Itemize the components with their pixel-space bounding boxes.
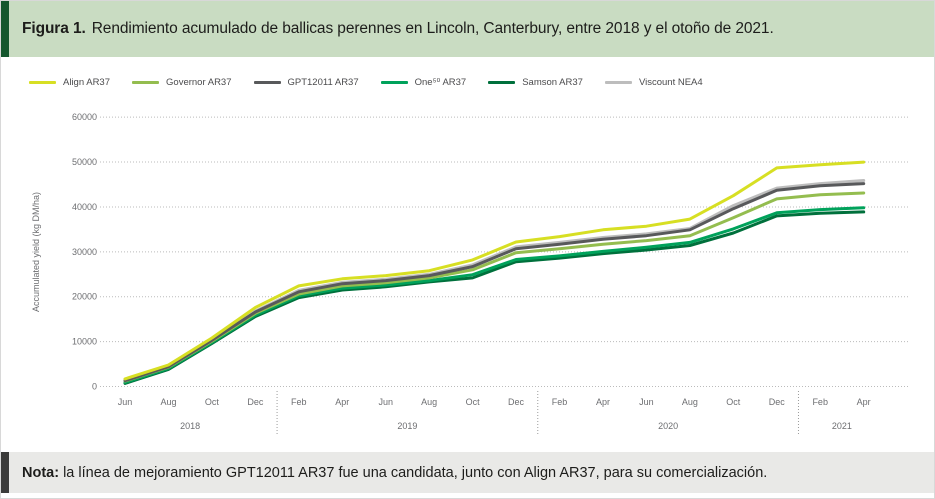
note-bar: Nota: la línea de mejoramiento GPT12011 A… [1,452,934,493]
legend-label: GPT12011 AR37 [287,77,359,88]
y-tick-label: 30000 [72,247,97,257]
y-axis-title: Accumulated yield (kg DM/ha) [31,192,41,312]
legend-line-swatch [488,81,516,84]
x-tick-label: Apr [596,397,610,407]
series-line [123,206,866,384]
y-tick-label: 40000 [72,202,97,212]
yield-chart: 0 10000 20000 30000 40000 50000 60000 Accumulat… [1,99,934,446]
chart-legend: Align AR37 Governor AR37 GPT12011 AR37 One⁵… [29,77,703,88]
legend-line-swatch [29,81,56,84]
x-tick-label: Jun [118,397,133,407]
series-line [123,160,866,381]
year-label: 2021 [832,421,852,431]
figure-title-text: Rendimiento acumulado de ballicas perenn… [91,20,774,37]
x-tick-label: Jun [378,397,393,407]
note-accent-bar [1,452,9,493]
x-tick-label: Jun [639,397,654,407]
legend-item: Samson AR37 [488,77,583,88]
legend-item: GPT12011 AR37 [253,77,359,88]
x-tick-label: Oct [205,397,220,407]
legend-item: Governor AR37 [132,77,232,88]
x-tick-label: Aug [160,397,176,407]
legend-label: Samson AR37 [522,77,583,88]
x-tick-label: Dec [508,397,525,407]
y-tick-label: 20000 [72,292,97,302]
legend-item: Align AR37 [29,77,110,88]
legend-item: One⁵⁰ AR37 [380,77,467,88]
series-line [123,182,866,383]
x-tick-label: Feb [812,397,828,407]
legend-label: Align AR37 [63,77,111,88]
y-tick-label: 50000 [72,157,97,167]
legend-line-swatch [132,81,160,84]
note-label: Nota: [22,464,60,481]
figure-title: Figura 1. Rendimiento acumulado de ballic… [22,20,774,38]
year-label: 2020 [658,421,678,431]
header-accent-bar [1,1,9,57]
y-tick-label: 0 [92,382,97,392]
legend-line-swatch [380,81,408,84]
legend-item: Viscount NEA4 [604,77,703,88]
year-label: 2018 [180,421,200,431]
x-tick-label: Oct [726,397,741,407]
legend-label: Viscount NEA4 [638,77,703,88]
figure-header: Figura 1. Rendimiento acumulado de ballic… [1,1,934,57]
yield-chart-svg: 0 10000 20000 30000 40000 50000 60000 Accumulat… [31,112,908,434]
x-tick-label: Apr [857,397,871,407]
legend-label: Governor AR37 [166,77,232,88]
note-body: la línea de mejoramiento GPT12011 AR37 f… [63,464,768,481]
x-tick-label: Aug [682,397,698,407]
x-tick-label: Apr [335,397,349,407]
note-text: Nota: la línea de mejoramiento GPT12011 A… [22,465,767,481]
x-tick-label: Oct [466,397,481,407]
x-tick-label: Dec [247,397,264,407]
y-tick-label: 60000 [72,112,97,122]
figure-label: Figura 1. [22,20,86,37]
series-line [123,210,866,385]
y-tick-label: 10000 [72,337,97,347]
x-tick-label: Feb [291,397,307,407]
legend-label: One⁵⁰ AR37 [414,77,467,88]
legend-line-swatch [604,81,632,84]
legend-line-swatch [253,81,281,84]
x-tick-label: Feb [552,397,568,407]
x-tick-label: Aug [421,397,437,407]
x-tick-label: Dec [769,397,786,407]
year-label: 2019 [397,421,417,431]
